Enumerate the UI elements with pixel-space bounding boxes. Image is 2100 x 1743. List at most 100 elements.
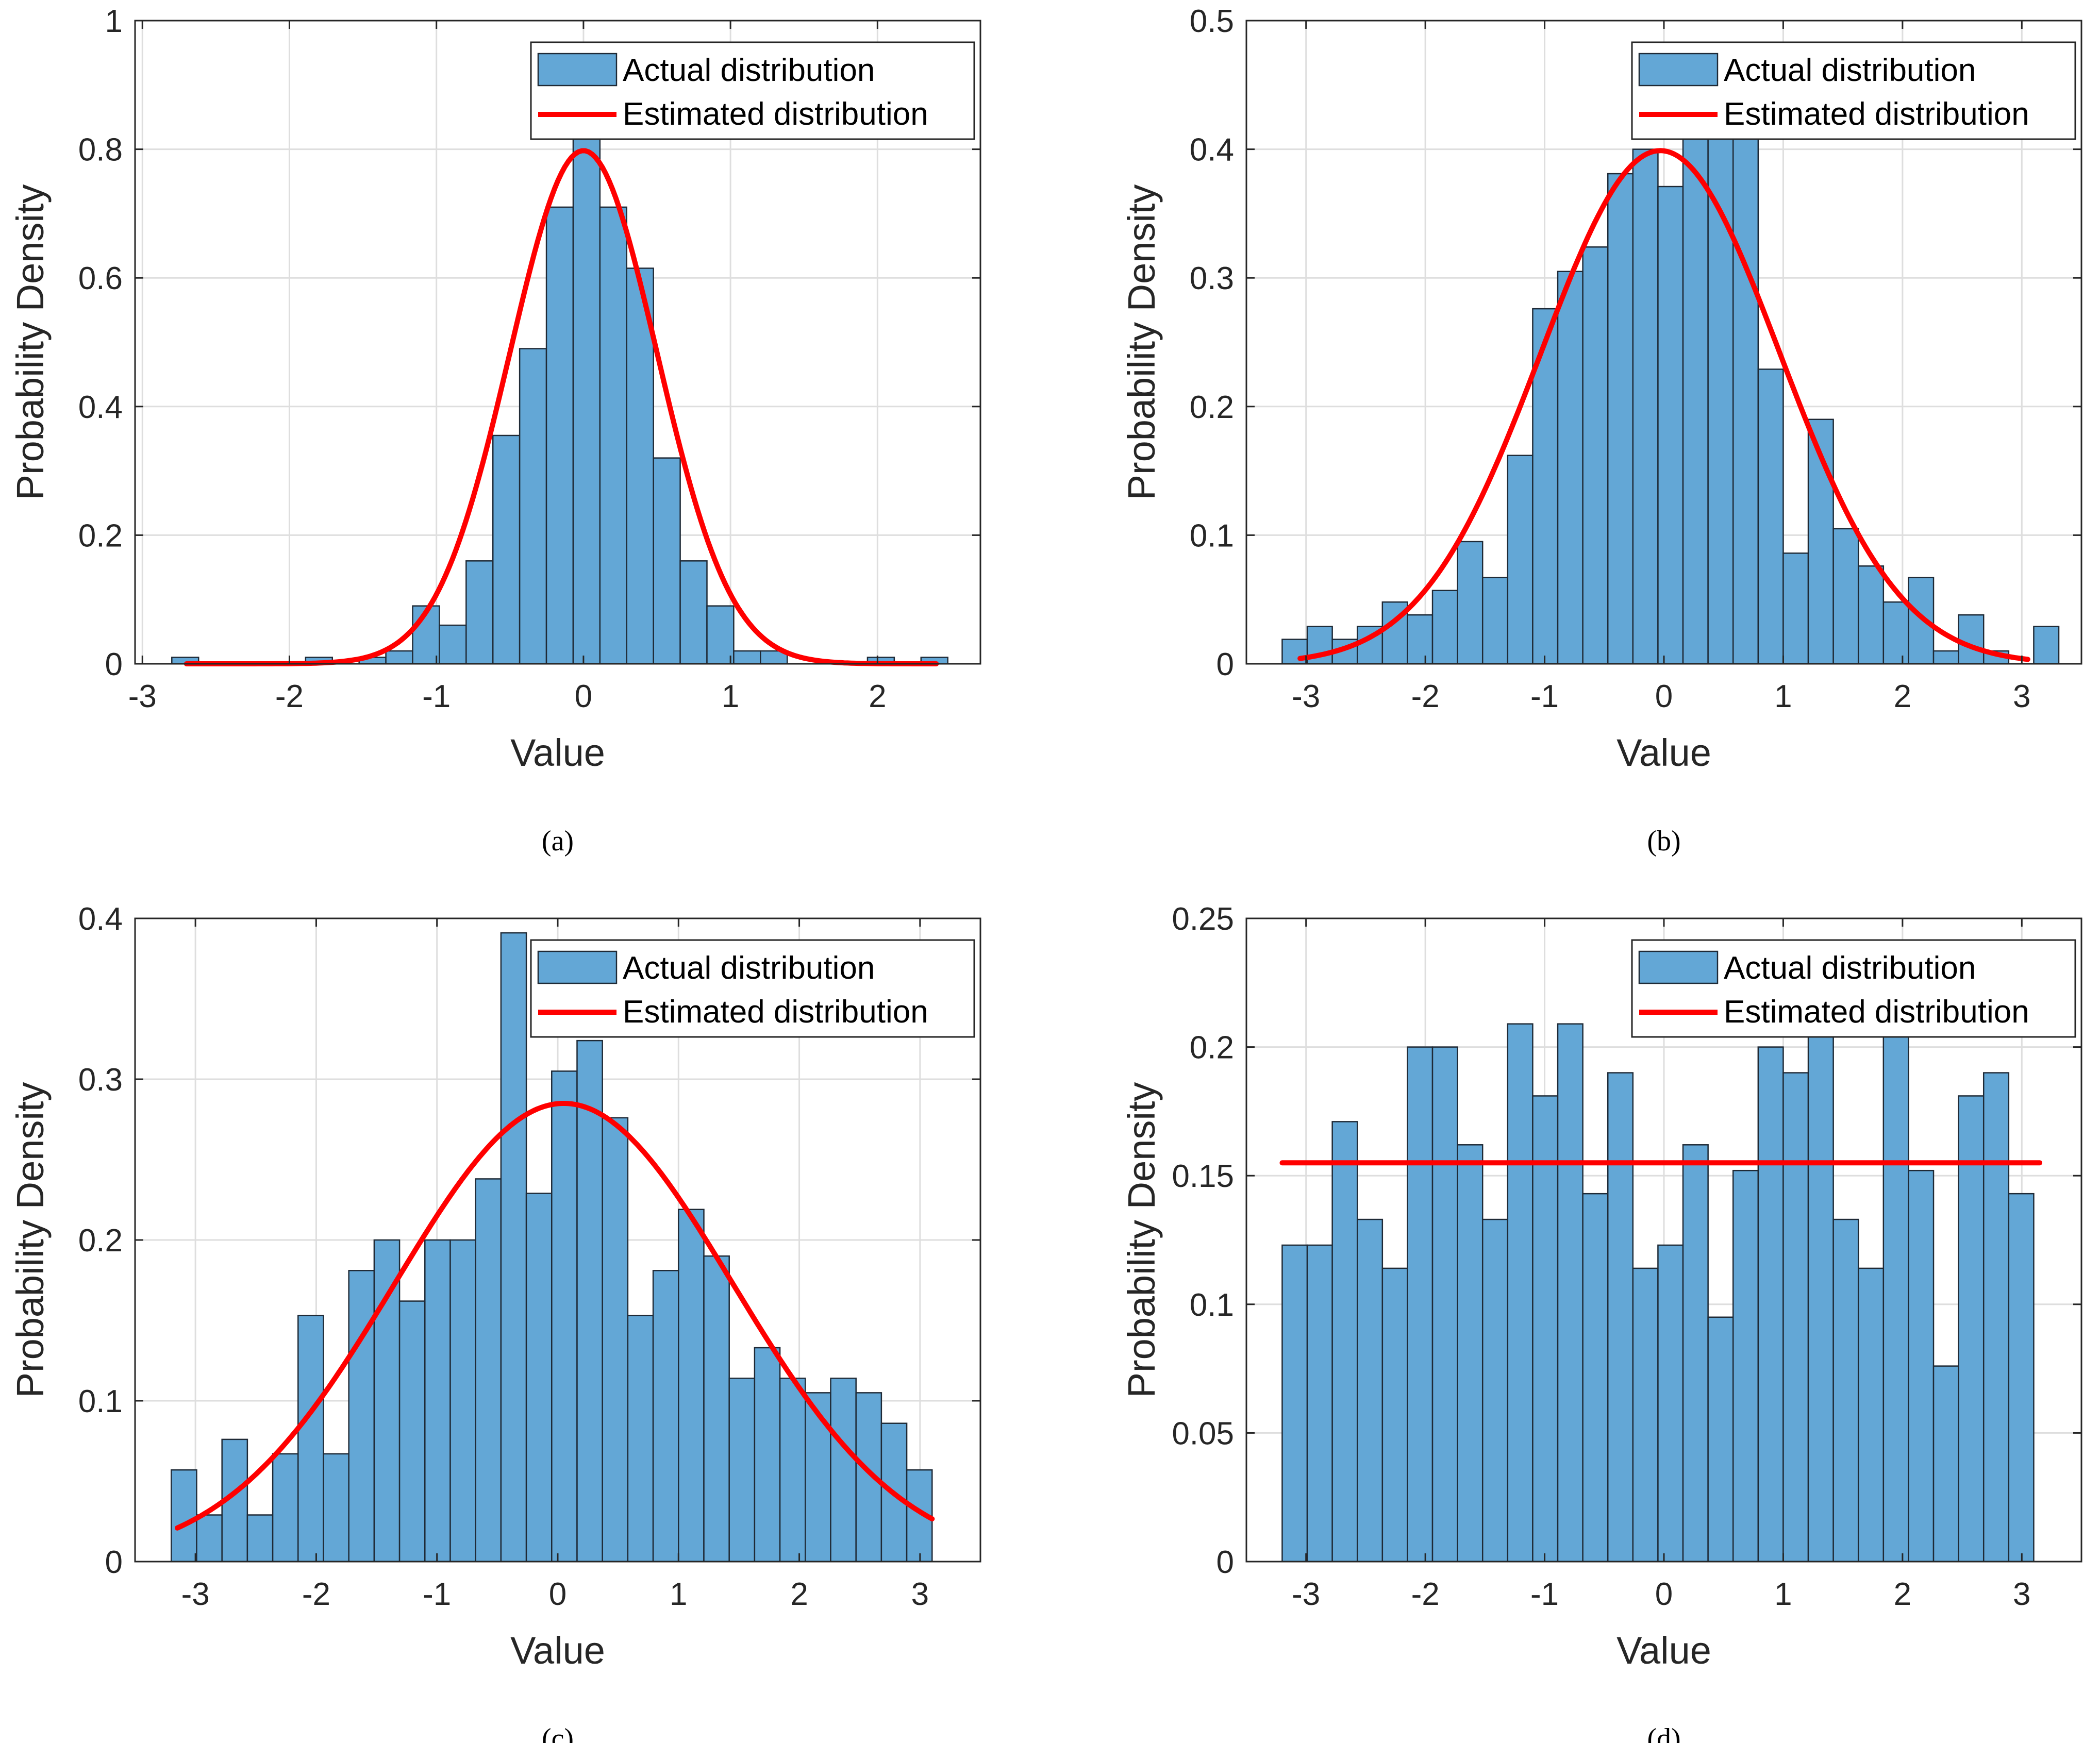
x-tick-label: 2 bbox=[869, 679, 886, 714]
histogram-bar bbox=[475, 1178, 502, 1563]
histogram-bar bbox=[760, 650, 788, 665]
x-tick-label: 1 bbox=[670, 1577, 687, 1612]
legend-actual-label: Actual distribution bbox=[1724, 53, 1976, 88]
histogram-bar bbox=[602, 1117, 629, 1563]
histogram-bar bbox=[1632, 148, 1659, 665]
histogram-bar bbox=[1657, 186, 1684, 665]
x-tick-label: -2 bbox=[1411, 1577, 1440, 1612]
histogram-bar bbox=[652, 1270, 679, 1563]
x-tick-label: 1 bbox=[1774, 679, 1792, 714]
histogram-bar bbox=[679, 560, 708, 665]
y-axis-label: Probability Density bbox=[1120, 1082, 1163, 1398]
panel-caption: (a) bbox=[542, 825, 574, 857]
histogram-bar bbox=[1431, 590, 1458, 665]
y-ticks: 0 0.05 0.1 0.15 0.2 0.25 bbox=[1172, 901, 2081, 1580]
histogram-bar bbox=[706, 605, 735, 665]
x-tick-label: 0 bbox=[549, 1577, 566, 1612]
histogram-bar bbox=[1582, 1193, 1609, 1563]
x-tick-label: -2 bbox=[302, 1577, 330, 1612]
histogram-bar bbox=[1356, 1218, 1384, 1563]
histogram-bar bbox=[728, 1378, 756, 1563]
y-ticks: 0 0.1 0.2 0.3 0.4 0.5 bbox=[1190, 4, 2081, 682]
x-ticks: -3 -2 -1 0 1 2 3 bbox=[1292, 918, 2031, 1612]
histogram-bar bbox=[2008, 1193, 2035, 1563]
histogram-bar bbox=[1807, 997, 1834, 1563]
y-tick-label: 0.6 bbox=[78, 261, 123, 296]
histogram-bar bbox=[492, 434, 521, 665]
histogram-bar bbox=[1958, 1095, 1985, 1563]
histogram-bar bbox=[525, 1193, 553, 1563]
histogram-bar bbox=[1457, 541, 1484, 665]
legend: Actual distribution Estimated distributi… bbox=[1631, 41, 2076, 140]
histogram-bar bbox=[1532, 1095, 1559, 1563]
x-axis-label: Value bbox=[1616, 731, 1711, 774]
histogram-bar bbox=[1431, 1046, 1458, 1563]
y-tick-label: 0.3 bbox=[1190, 261, 1234, 296]
y-tick-label: 0 bbox=[1216, 1545, 1234, 1580]
y-axis-label: Probability Density bbox=[9, 185, 52, 500]
y-tick-label: 0.1 bbox=[78, 1384, 123, 1419]
legend-estimated-label: Estimated distribution bbox=[623, 96, 928, 132]
panel-caption: (c) bbox=[542, 1723, 574, 1743]
x-tick-label: -1 bbox=[1530, 679, 1559, 714]
y-ticks: 0 0.2 0.4 0.6 0.8 1 bbox=[78, 4, 980, 682]
histogram-bars bbox=[171, 932, 933, 1563]
histogram-bar bbox=[1407, 1046, 1434, 1563]
y-axis-label: Probability Density bbox=[1120, 185, 1163, 500]
histogram-bar bbox=[2033, 626, 2060, 665]
histogram-bar bbox=[1982, 1072, 2010, 1563]
y-tick-label: 0.4 bbox=[78, 901, 123, 937]
histogram-bar bbox=[1557, 1023, 1584, 1563]
histogram-bar bbox=[754, 1347, 781, 1563]
y-tick-label: 0 bbox=[105, 1545, 123, 1580]
legend-bar-swatch bbox=[1638, 950, 1719, 984]
legend-bar-swatch bbox=[537, 950, 618, 984]
x-ticks: -3 -2 -1 0 1 2 bbox=[128, 21, 887, 714]
histogram-bar bbox=[545, 206, 574, 665]
histogram-bars bbox=[1281, 124, 2060, 665]
panel-caption: (d) bbox=[1647, 1723, 1680, 1743]
x-tick-label: -1 bbox=[1530, 1577, 1559, 1612]
legend-bar-swatch bbox=[537, 53, 618, 87]
histogram-bar bbox=[171, 1469, 197, 1563]
x-ticks: -3 -2 -1 0 1 2 3 bbox=[1292, 21, 2031, 714]
histogram-bar bbox=[373, 1239, 401, 1563]
y-tick-label: 1 bbox=[105, 4, 123, 39]
panel-c: -3 -2 -1 0 1 2 3 0 0.1 0.2 0.3 0.4 Value Probabili… bbox=[9, 901, 981, 1743]
y-tick-label: 0 bbox=[105, 647, 123, 682]
y-tick-label: 0.05 bbox=[1172, 1416, 1234, 1451]
panel-d: -3 -2 -1 0 1 2 3 0 0.05 0.1 0.15 0.2 0.25 Value Pro… bbox=[1120, 901, 2082, 1743]
y-tick-label: 0.15 bbox=[1172, 1159, 1234, 1194]
y-ticks: 0 0.1 0.2 0.3 0.4 bbox=[78, 901, 980, 1580]
histogram-bar bbox=[599, 206, 628, 665]
histogram-bar bbox=[1958, 614, 1985, 665]
x-tick-label: -2 bbox=[275, 679, 304, 714]
histogram-bar bbox=[1407, 614, 1434, 665]
histogram-bar bbox=[1507, 455, 1534, 665]
histogram-bar bbox=[678, 1209, 705, 1563]
histogram-bar bbox=[398, 1300, 426, 1563]
histogram-bar bbox=[1707, 1316, 1734, 1563]
legend-estimated-label: Estimated distribution bbox=[623, 994, 928, 1030]
histogram-bar bbox=[733, 650, 761, 665]
histogram-bar bbox=[1481, 577, 1509, 665]
y-tick-label: 0.1 bbox=[1190, 1287, 1234, 1323]
x-axis-label: Value bbox=[510, 731, 605, 774]
x-tick-label: 0 bbox=[1655, 1577, 1673, 1612]
legend: Actual distribution Estimated distributi… bbox=[530, 41, 975, 140]
histogram-bar bbox=[1882, 601, 1909, 665]
histogram-bar bbox=[519, 348, 547, 665]
histogram-bar bbox=[1607, 173, 1634, 665]
histogram-bar bbox=[572, 136, 601, 665]
histogram-bar bbox=[1832, 528, 1859, 665]
panel-caption: (b) bbox=[1647, 825, 1680, 857]
histogram-bar bbox=[1682, 124, 1709, 665]
histogram-bar bbox=[1582, 246, 1609, 665]
legend-actual-label: Actual distribution bbox=[1724, 950, 1976, 986]
y-tick-label: 0.2 bbox=[78, 1223, 123, 1259]
histogram-bar bbox=[196, 1514, 223, 1563]
histogram-bar bbox=[551, 1070, 578, 1563]
histogram-bar bbox=[906, 1469, 933, 1563]
x-tick-label: 3 bbox=[911, 1577, 929, 1612]
